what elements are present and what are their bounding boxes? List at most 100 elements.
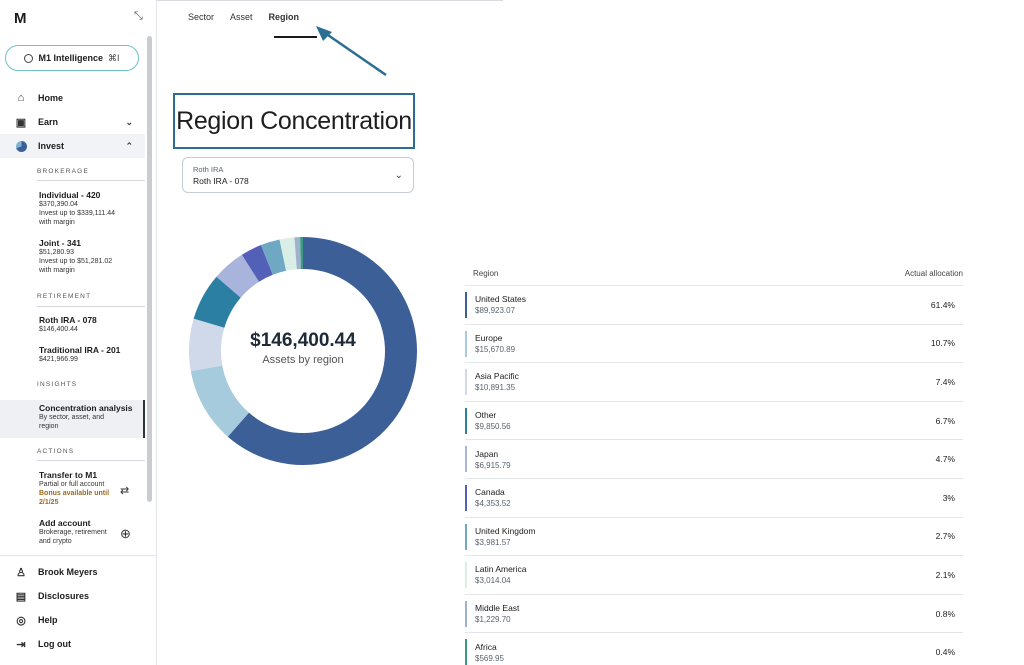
table-row[interactable]: United Kingdom $3,981.57 2.7% bbox=[465, 518, 963, 557]
region-cell: Canada $4,353.52 bbox=[475, 487, 511, 508]
add-account[interactable]: Add account Brokerage, retirement and cr… bbox=[39, 518, 119, 546]
region-cell: Middle East $1,229.70 bbox=[475, 603, 519, 624]
region-color-bar bbox=[465, 639, 467, 665]
tab-asset[interactable]: Asset bbox=[230, 12, 253, 22]
region-name: Asia Pacific bbox=[475, 371, 519, 382]
tab-sector[interactable]: Sector bbox=[188, 12, 215, 22]
sidebar-item-logout[interactable]: ⇥ Log out bbox=[0, 632, 145, 656]
sidebar-item-profile[interactable]: ♙ Brook Meyers bbox=[0, 560, 145, 584]
total-assets-caption: Assets by region bbox=[262, 354, 344, 366]
account-margin-suffix: with margin bbox=[39, 219, 75, 226]
table-row[interactable]: Europe $15,670.89 10.7% bbox=[465, 325, 963, 364]
donut-slice-europe[interactable] bbox=[190, 365, 249, 437]
m1-logo[interactable]: M bbox=[14, 10, 26, 27]
region-allocation: 3% bbox=[942, 492, 955, 503]
donut-slice-africa[interactable] bbox=[300, 237, 303, 270]
table-row[interactable]: Africa $569.95 0.4% bbox=[465, 633, 963, 665]
region-allocation: 0.4% bbox=[935, 647, 955, 658]
account-select-label: Roth IRA bbox=[193, 165, 224, 174]
region-name: Japan bbox=[475, 448, 499, 459]
tab-region[interactable]: Region bbox=[268, 12, 300, 22]
sidebar-item-invest[interactable]: Invest ⌃ bbox=[0, 134, 145, 158]
sidebar-item-label: Home bbox=[38, 93, 64, 103]
table-header: Region Actual allocation bbox=[465, 262, 963, 286]
retirement-heading: RETIREMENT bbox=[37, 293, 92, 300]
donut-center: $146,400.44 Assets by region bbox=[188, 330, 418, 366]
donut-slice-united-states[interactable] bbox=[227, 237, 417, 465]
account-individual[interactable]: Individual - 420 $370,390.04 Invest up t… bbox=[39, 190, 143, 227]
region-name: Other bbox=[475, 410, 497, 421]
region-table: Region Actual allocation United States $8… bbox=[465, 262, 963, 665]
table-row[interactable]: Other $9,850.56 6.7% bbox=[465, 402, 963, 441]
region-value: $4,353.52 bbox=[475, 499, 511, 509]
table-row[interactable]: Middle East $1,229.70 0.8% bbox=[465, 595, 963, 634]
region-color-bar bbox=[465, 600, 467, 627]
region-cell: Other $9,850.56 bbox=[475, 410, 511, 431]
table-row[interactable]: Latin America $3,014.04 2.1% bbox=[465, 556, 963, 595]
pie-chart-icon bbox=[14, 139, 28, 153]
donut-slice-asia-pacific[interactable] bbox=[189, 318, 225, 372]
sidebar-item-disclosures[interactable]: ▤ Disclosures bbox=[0, 584, 145, 608]
region-color-bar bbox=[465, 292, 467, 318]
region-allocation: 4.7% bbox=[935, 454, 955, 465]
add-account-title: Add account bbox=[39, 518, 91, 528]
donut-slice-other[interactable] bbox=[193, 276, 241, 328]
account-balance: $370,390.04 bbox=[39, 201, 78, 208]
region-value: $3,981.57 bbox=[475, 537, 511, 547]
transfer-desc: Partial or full account bbox=[39, 481, 105, 488]
document-icon: ▤ bbox=[15, 590, 27, 603]
chevron-down-icon: ⌄ bbox=[125, 116, 133, 127]
region-allocation: 61.4% bbox=[930, 299, 955, 310]
collapse-icon[interactable]: ⤡ bbox=[134, 10, 143, 22]
divider bbox=[37, 180, 145, 181]
region-color-bar bbox=[465, 484, 467, 511]
total-assets: $146,400.44 bbox=[250, 330, 356, 351]
account-balance: $146,400.44 bbox=[39, 326, 78, 333]
chevron-down-icon: ⌄ bbox=[394, 170, 403, 181]
transfer-title: Transfer to M1 bbox=[39, 470, 98, 480]
sidebar-item-help[interactable]: ◎ Help bbox=[0, 608, 145, 632]
table-body: United States $89,923.07 61.4% Europe $15,67… bbox=[465, 286, 963, 665]
sidebar-item-label: Disclosures bbox=[38, 591, 90, 601]
table-row[interactable]: Asia Pacific $10,891.35 7.4% bbox=[465, 363, 963, 402]
region-value: $1,229.70 bbox=[475, 615, 511, 625]
account-title: Traditional IRA - 201 bbox=[39, 345, 121, 355]
m1-intelligence-button[interactable]: M1 Intelligence ⌘I bbox=[5, 45, 139, 71]
donut-slice-united-kingdom[interactable] bbox=[260, 239, 287, 275]
account-roth-ira[interactable]: Roth IRA - 078 $146,400.44 bbox=[39, 315, 143, 334]
region-color-bar bbox=[465, 330, 467, 357]
donut-slice-canada[interactable] bbox=[241, 245, 273, 282]
table-row[interactable]: Canada $4,353.52 3% bbox=[465, 479, 963, 518]
region-color-bar bbox=[465, 523, 467, 550]
add-account-desc: Brokerage, retirement bbox=[39, 529, 107, 536]
account-traditional-ira[interactable]: Traditional IRA - 201 $421,966.99 bbox=[39, 345, 143, 364]
logout-icon: ⇥ bbox=[16, 638, 26, 651]
donut-slice-japan[interactable] bbox=[216, 254, 260, 298]
region-name: Middle East bbox=[475, 603, 520, 614]
account-title: Roth IRA - 078 bbox=[39, 315, 97, 325]
account-margin-suffix: with margin bbox=[39, 267, 75, 274]
table-row[interactable]: United States $89,923.07 61.4% bbox=[465, 286, 963, 325]
region-cell: United Kingdom $3,981.57 bbox=[475, 526, 535, 547]
column-region: Region bbox=[473, 269, 499, 278]
region-allocation: 7.4% bbox=[935, 376, 955, 387]
account-joint[interactable]: Joint - 341 $51,280.93 Invest up to $51,… bbox=[39, 238, 143, 275]
region-value: $15,670.89 bbox=[475, 344, 516, 354]
transfer-icon[interactable]: ⇄ bbox=[120, 485, 130, 497]
intelligence-label: M1 Intelligence bbox=[38, 53, 103, 63]
account-title: Joint - 341 bbox=[39, 238, 82, 248]
account-select[interactable]: Roth IRA Roth IRA - 078 ⌄ bbox=[182, 157, 414, 193]
sidebar-item-concentration-analysis[interactable] bbox=[0, 400, 145, 438]
divider bbox=[37, 460, 145, 461]
sidebar-item-earn[interactable]: ▣ Earn ⌄ bbox=[0, 110, 145, 134]
plus-circle-icon[interactable]: ⊕ bbox=[120, 526, 131, 541]
sidebar-scrollbar[interactable] bbox=[147, 36, 152, 502]
donut-slice-middle-east[interactable] bbox=[294, 237, 301, 270]
sidebar-item-home[interactable]: ⌂ Home bbox=[0, 86, 145, 110]
region-allocation: 10.7% bbox=[930, 338, 955, 349]
account-margin: Invest up to $339,111.44 bbox=[39, 210, 116, 217]
donut-slice-latin-america[interactable] bbox=[279, 237, 297, 271]
table-row[interactable]: Japan $6,915.79 4.7% bbox=[465, 440, 963, 479]
transfer-to-m1[interactable]: Transfer to M1 Partial or full account B… bbox=[39, 470, 119, 507]
sidebar-item-label: Brook Meyers bbox=[38, 567, 98, 577]
